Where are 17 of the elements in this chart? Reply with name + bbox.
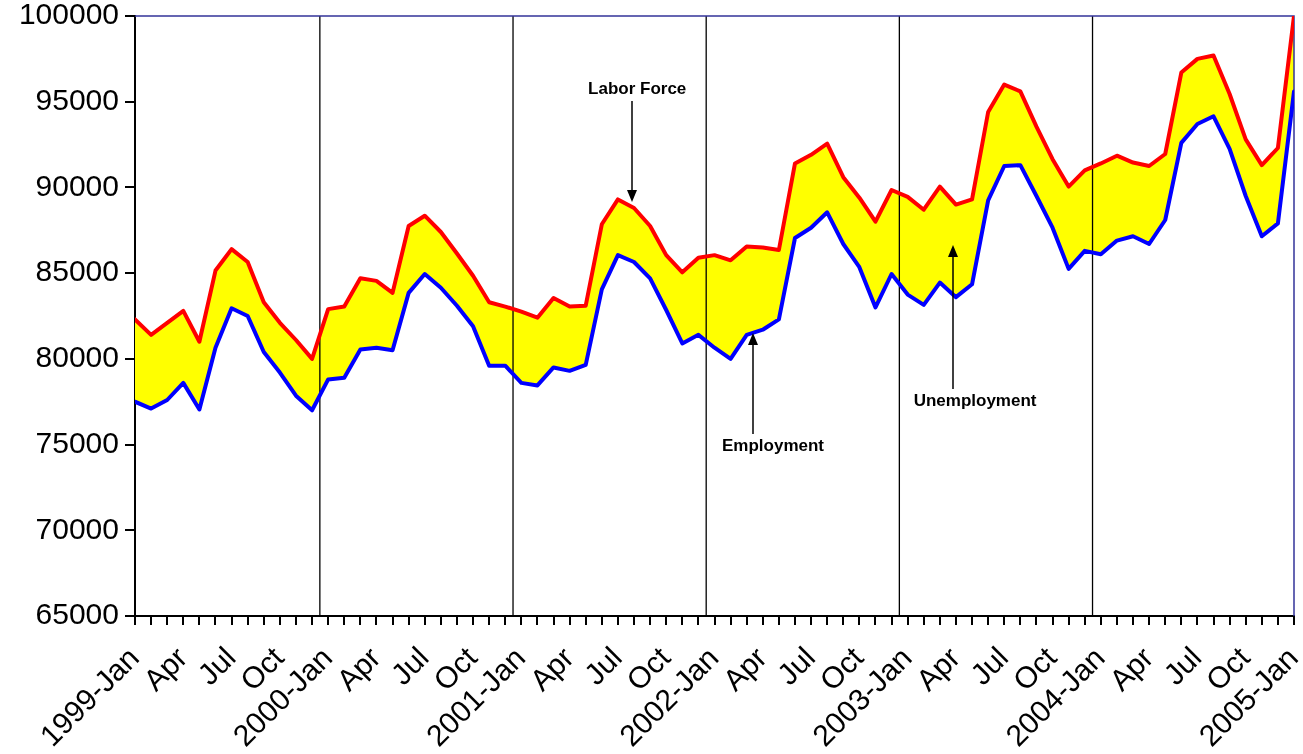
y-tick-label: 85000 xyxy=(35,254,119,288)
annotation: Unemployment xyxy=(913,390,1037,410)
y-tick-label: 90000 xyxy=(35,168,119,202)
x-tick-label: Jul xyxy=(963,640,1015,691)
x-tick-label: Jul xyxy=(577,640,628,691)
y-tick-label: 95000 xyxy=(35,82,119,116)
annotation: Labor Force xyxy=(588,78,687,98)
x-tick-label: Jul xyxy=(1157,640,1208,691)
y-tick-label: 100000 xyxy=(18,0,119,31)
y-tick-label: 80000 xyxy=(35,340,119,374)
y-tick-label: 65000 xyxy=(35,597,119,631)
x-tick-label: Jul xyxy=(384,640,435,691)
x-tick-label: Jul xyxy=(770,640,822,691)
y-tick-label: 75000 xyxy=(35,425,119,459)
x-tick-label: Jul xyxy=(191,640,242,691)
y-tick-label: 70000 xyxy=(35,511,119,545)
annotation: Employment xyxy=(722,435,825,455)
